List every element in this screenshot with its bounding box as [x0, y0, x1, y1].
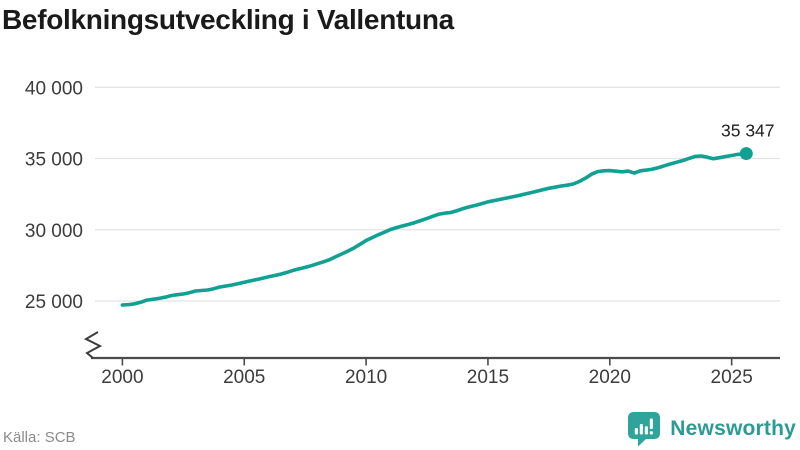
y-axis-label: 30 000 [25, 221, 83, 242]
y-axis-label: 25 000 [25, 292, 83, 313]
x-axis-label: 2005 [223, 367, 265, 388]
x-axis-label: 2010 [345, 367, 387, 388]
newsworthy-brand-link[interactable]: Newsworthy [626, 410, 796, 447]
y-axis-label: 40 000 [25, 78, 83, 99]
x-axis-label: 2000 [101, 367, 143, 388]
x-axis-label: 2025 [711, 367, 753, 388]
axis-break-icon [83, 331, 103, 359]
chart-title: Befolkningsutveckling i Vallentuna [2, 4, 454, 35]
y-axis-label: 35 000 [25, 150, 83, 171]
end-value-label: 35 347 [721, 121, 775, 141]
newsworthy-logo-icon [628, 412, 661, 447]
end-point-dot [739, 147, 753, 161]
population-line [120, 151, 749, 307]
brand-name: Newsworthy [670, 416, 796, 440]
x-axis-label: 2020 [589, 367, 631, 388]
x-axis-label: 2015 [467, 367, 509, 388]
source-label: Källa: SCB [3, 429, 76, 446]
